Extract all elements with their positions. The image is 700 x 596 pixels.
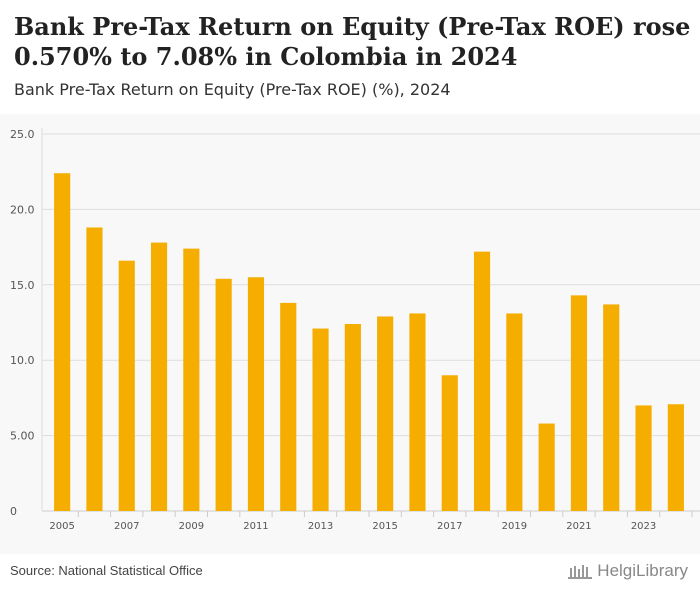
bar-2015[interactable] [377,316,394,511]
x-tick-label: 2007 [114,521,139,532]
bar-2010[interactable] [215,278,232,511]
x-tick-label: 2017 [437,521,462,532]
bar-2012[interactable] [280,302,297,511]
helgilibrary-logo[interactable]: HelgiLibrary [567,561,688,581]
x-tick-label: 2009 [179,521,204,532]
bars [54,173,684,512]
y-tick-label: 15.0 [10,279,35,292]
bar-2013[interactable] [312,328,329,511]
y-tick-label: 25.0 [10,128,35,141]
bar-2016[interactable] [409,313,426,511]
page-title: Bank Pre-Tax Return on Equity (Pre-Tax R… [14,12,691,71]
x-tick-label: 2015 [372,521,397,532]
bar-2024[interactable] [667,404,684,511]
chart-subtitle: Bank Pre-Tax Return on Equity (Pre-Tax R… [14,80,451,99]
x-tick-label: 2021 [566,521,591,532]
source-note: Source: National Statistical Office [10,563,203,578]
x-tick-label: 2023 [631,521,656,532]
y-tick-label: 20.0 [10,203,35,216]
bar-2020[interactable] [538,423,555,511]
y-tick-label: 10.0 [10,354,35,367]
bar-2006[interactable] [86,227,103,511]
bar-2014[interactable] [344,324,361,511]
bar-2009[interactable] [183,248,200,511]
y-tick-label: 0 [10,505,17,518]
bar-2017[interactable] [441,375,458,511]
bar-2018[interactable] [473,251,491,511]
bar-2019[interactable] [506,313,523,511]
bar-2007[interactable] [118,260,135,511]
x-axis-ticks: 2005 2007 2009 2011 2013 2015 2017 2019 2021 2023 [49,511,693,532]
bar-2008[interactable] [150,242,168,512]
library-building-icon [568,565,593,579]
x-tick-label: 2013 [308,521,333,532]
gridlines [41,128,700,512]
y-tick-label: 5.00 [10,430,35,443]
bar-2021[interactable] [570,295,588,511]
bar-2011[interactable] [247,277,265,511]
logo-text: HelgiLibrary [597,561,688,580]
bar-2023[interactable] [635,405,652,511]
x-tick-label: 2011 [243,521,268,532]
x-tick-label: 2005 [49,521,74,532]
y-axis-ticks: 0 5.00 10.0 15.0 20.0 25.0 [10,128,35,518]
x-tick-label: 2019 [502,521,527,532]
bar-2022[interactable] [603,304,620,511]
bar-2005[interactable] [54,173,71,511]
